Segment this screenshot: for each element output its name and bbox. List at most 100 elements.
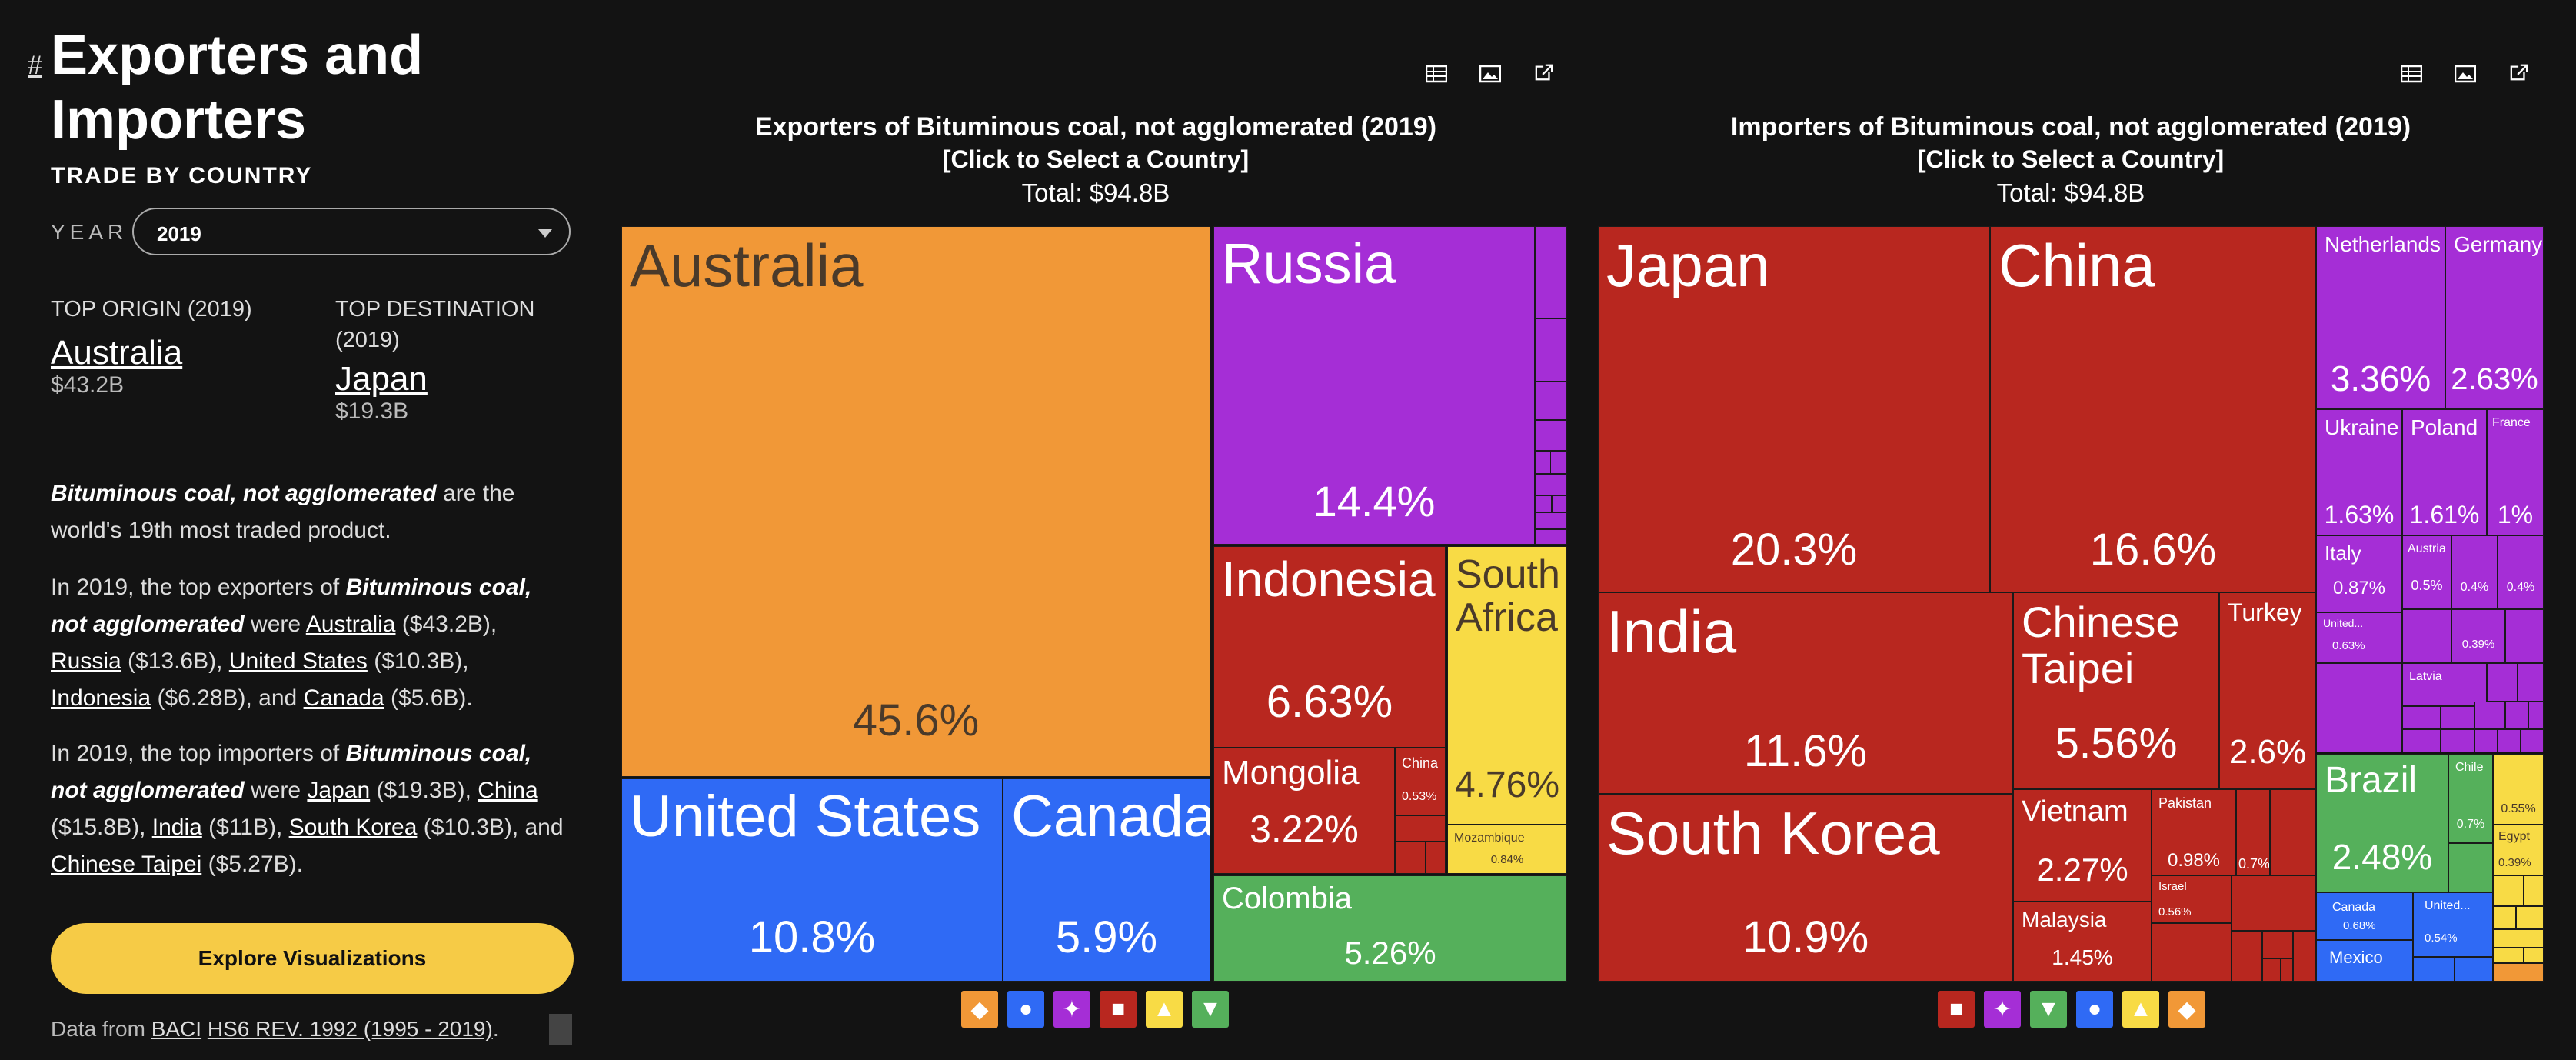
treemap-tile-small[interactable] [2493,929,2544,948]
treemap-tile-mozambique[interactable]: Mozambique 0.84% [1447,825,1567,874]
source-baci-link[interactable]: BACI [151,1017,202,1041]
importer-country-link[interactable]: China [478,778,538,803]
treemap-tile-small[interactable] [1395,842,1426,874]
treemap-tile-small[interactable] [2455,957,2493,982]
africa-region-icon[interactable]: ▲ [1146,991,1183,1028]
europe-region-icon[interactable]: ✦ [1984,991,2021,1028]
treemap-tile-small[interactable] [2493,948,2524,963]
exporter-country-link[interactable]: Russia [51,648,121,674]
treemap-tile-south-korea[interactable]: South Korea 10.9% [1598,794,2013,982]
treemap-tile-malaysia[interactable]: Malaysia 1.45% [2013,902,2152,982]
treemap-tile-small[interactable] [2281,958,2293,982]
treemap-tile-canada[interactable]: Canada 0.68% [2316,892,2413,940]
treemap-tile-small[interactable] [2441,729,2474,752]
treemap-tile-chile[interactable]: Chile 0.7% [2448,754,2493,843]
treemap-tile-small[interactable] [2524,948,2544,963]
treemap-tile-small[interactable] [1535,474,1567,495]
treemap-tile-small[interactable] [2232,931,2262,982]
treemap-tile-small[interactable] [1535,512,1567,529]
treemap-tile-small[interactable] [1395,815,1446,842]
south-america-region-icon[interactable]: ▼ [1192,991,1229,1028]
treemap-tile-small[interactable] [2505,609,2544,663]
treemap-tile-china[interactable]: China 0.53% [1395,748,1446,815]
exporter-country-link[interactable]: Indonesia [51,685,151,711]
treemap-tile-small[interactable]: 0.55% [2493,754,2544,825]
treemap-tile-indonesia[interactable]: Indonesia 6.63% [1213,546,1446,748]
share-icon[interactable] [2508,63,2530,82]
treemap-tile-small[interactable] [1550,451,1567,474]
treemap-tile-small[interactable]: 0.7% [2236,789,2270,875]
treemap-tile-brazil[interactable]: Brazil 2.48% [2316,754,2448,892]
treemap-tile-small[interactable] [2316,663,2402,752]
oceania-region-icon[interactable]: ◆ [2168,991,2205,1028]
table-icon[interactable] [1426,65,1447,83]
treemap-tile-china[interactable]: China 16.6% [1990,226,2316,592]
asia-region-icon[interactable]: ■ [1938,991,1975,1028]
exporter-country-link[interactable]: United States [228,648,368,674]
importer-country-link[interactable]: Chinese Taipei [51,852,202,877]
treemap-tile-ukraine[interactable]: Ukraine 1.63% [2316,409,2402,535]
treemap-tile-south-africa[interactable]: South Africa 4.76% [1447,546,1567,825]
treemap-tile-france[interactable]: France 1% [2487,409,2544,535]
image-icon[interactable] [2455,65,2476,83]
treemap-tile-italy[interactable]: Italy 0.87% [2316,535,2402,612]
treemap-tile-small[interactable] [2516,906,2544,929]
treemap-tile-small[interactable] [2493,963,2544,982]
treemap-tile-poland[interactable]: Poland 1.61% [2402,409,2487,535]
treemap-tile-colombia[interactable]: Colombia 5.26% [1213,875,1567,982]
top-destination-country-link[interactable]: Japan [335,360,428,398]
treemap-tile-australia[interactable]: Australia 45.6% [621,226,1210,777]
treemap-tile-small[interactable] [2487,663,2518,702]
treemap-tile-netherlands[interactable]: Netherlands 3.36% [2316,226,2445,409]
table-icon[interactable] [2401,65,2422,83]
treemap-tile-vietnam[interactable]: Vietnam 2.27% [2013,789,2152,902]
treemap-tile-small[interactable] [2474,702,2505,729]
treemap-tile-russia[interactable]: Russia 14.4% [1213,226,1535,545]
exporter-country-link[interactable]: Canada [303,685,384,711]
treemap-tile-small[interactable] [1535,382,1567,420]
oceania-region-icon[interactable]: ◆ [961,991,998,1028]
treemap-tile-pakistan[interactable]: Pakistan 0.98% [2152,789,2236,875]
year-select[interactable]: 2019 [132,208,571,255]
treemap-tile-small[interactable] [1535,529,1567,545]
treemap-tile-latvia[interactable]: Latvia [2402,663,2487,706]
treemap-tile-small[interactable] [2232,875,2316,931]
share-icon[interactable] [1533,63,1555,82]
treemap-tile-small[interactable] [2262,958,2281,982]
treemap-tile-small[interactable]: 0.4% [2451,535,2498,609]
africa-region-icon[interactable]: ▲ [2122,991,2159,1028]
treemap-tile-small[interactable] [2493,906,2516,929]
importer-country-link[interactable]: Japan [307,778,371,803]
exporter-country-link[interactable]: Australia [305,612,396,637]
image-icon[interactable] [1479,65,1501,83]
treemap-tile-united[interactable]: United... 0.54% [2413,892,2493,957]
treemap-tile-small[interactable] [2498,729,2521,752]
treemap-tile-small[interactable] [2505,702,2528,729]
treemap-tile-small[interactable] [2270,789,2316,875]
treemap-tile-austria[interactable]: Austria 0.5% [2402,535,2451,609]
treemap-tile-small[interactable] [2402,609,2451,663]
treemap-tile-small[interactable] [1426,842,1446,874]
treemap-tile-small[interactable] [2474,729,2498,752]
section-anchor-link[interactable]: # [28,51,42,80]
north-america-region-icon[interactable]: ● [2076,991,2113,1028]
treemap-tile-small[interactable] [2493,875,2524,906]
treemap-tile-mongolia[interactable]: Mongolia 3.22% [1213,748,1395,874]
source-hs6-link[interactable]: HS6 REV. 1992 (1995 - 2019) [207,1017,493,1041]
treemap-tile-small[interactable] [2518,663,2544,702]
treemap-tile-small[interactable] [1552,495,1567,512]
treemap-tile-israel[interactable]: Israel 0.56% [2152,875,2232,923]
south-america-region-icon[interactable]: ▼ [2030,991,2067,1028]
treemap-tile-small[interactable] [2152,923,2232,982]
europe-region-icon[interactable]: ✦ [1053,991,1090,1028]
treemap-tile-chinese-taipei[interactable]: Chinese Taipei 5.56% [2013,592,2219,789]
treemap-tile-small[interactable] [2413,957,2455,982]
treemap-tile-small[interactable] [1535,226,1567,318]
top-origin-country-link[interactable]: Australia [51,334,183,372]
treemap-tile-small[interactable]: 0.39% [2451,609,2505,663]
treemap-tile-germany[interactable]: Germany 2.63% [2445,226,2544,409]
treemap-tile-turkey[interactable]: Turkey 2.6% [2219,592,2316,789]
treemap-tile-small[interactable] [2448,843,2493,892]
importer-country-link[interactable]: India [151,815,202,840]
treemap-tile-egypt[interactable]: Egypt 0.39% [2493,825,2544,875]
